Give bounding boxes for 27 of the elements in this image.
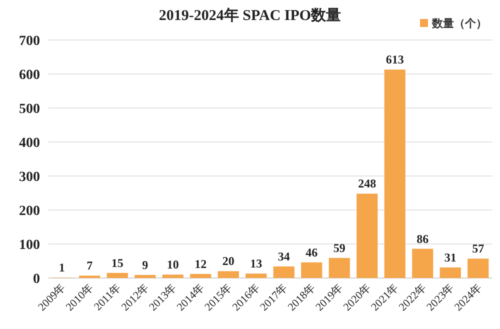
legend: 数量（个）	[420, 18, 487, 30]
y-tick-label: 700	[19, 34, 40, 49]
y-tick-label: 0	[33, 272, 40, 287]
y-tick-label: 100	[19, 238, 40, 253]
chart-title: 2019-2024年 SPAC IPO数量	[158, 7, 342, 24]
y-tick-label: 600	[19, 68, 40, 83]
data-label: 13	[250, 256, 262, 271]
y-tick-label: 200	[19, 204, 40, 219]
data-label: 59	[333, 240, 346, 255]
data-label: 20	[222, 254, 234, 268]
data-label: 31	[444, 250, 456, 264]
data-label: 248	[358, 176, 376, 191]
y-tick-label: 500	[19, 102, 40, 117]
data-label: 12	[194, 256, 207, 271]
data-label: 7	[86, 258, 93, 273]
legend-label: 数量（个）	[431, 17, 487, 30]
data-label: 57	[472, 242, 484, 256]
data-label: 10	[166, 258, 179, 272]
data-label: 1	[58, 260, 65, 275]
data-label: 34	[278, 249, 290, 264]
data-label: 9	[142, 258, 148, 272]
y-tick-label: 400	[19, 136, 40, 151]
data-label: 15	[111, 256, 124, 270]
data-label: 86	[416, 232, 429, 246]
data-label: 46	[306, 245, 318, 260]
data-label: 613	[386, 52, 404, 67]
y-tick-label: 300	[19, 170, 40, 185]
